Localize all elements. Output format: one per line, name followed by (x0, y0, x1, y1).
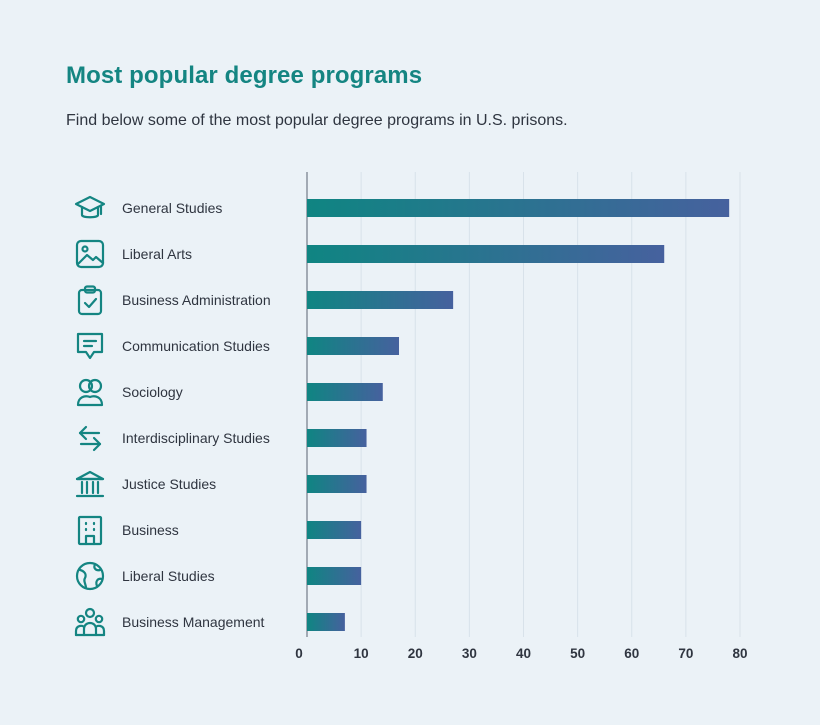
bar (307, 521, 362, 539)
bar (307, 291, 454, 309)
category-label: Business Management (122, 614, 265, 630)
courthouse-icon (75, 470, 105, 498)
x-tick-label: 40 (516, 646, 531, 661)
x-tick-label: 30 (462, 646, 477, 661)
bar (307, 567, 362, 585)
chart-title: Most popular degree programs (66, 62, 423, 89)
x-tick-label: 50 (570, 646, 585, 661)
bar (307, 245, 665, 263)
graduation-cap-icon (74, 195, 106, 219)
bar (307, 429, 367, 447)
category-label: Business (122, 522, 179, 538)
bar (307, 475, 367, 493)
x-tick-label: 10 (354, 646, 369, 661)
bar (307, 337, 400, 355)
team-icon (74, 607, 106, 637)
bars (307, 199, 730, 631)
arrows-exchange-icon (78, 425, 102, 452)
category-label: Interdisciplinary Studies (122, 430, 270, 446)
x-axis-ticks: 0 10 20 30 40 50 60 70 80 (295, 646, 747, 661)
category-label: Justice Studies (122, 476, 216, 492)
globe-icon (75, 561, 105, 591)
x-tick-label: 80 (732, 646, 747, 661)
grid-lines (306, 172, 741, 637)
category-label: Liberal Arts (122, 246, 192, 262)
clipboard-check-icon (77, 285, 103, 316)
x-tick-label: 60 (624, 646, 639, 661)
bar (307, 383, 383, 401)
x-tick-label: 70 (678, 646, 693, 661)
chart-subtitle: Find below some of the most popular degr… (66, 112, 568, 129)
category-icons (74, 195, 106, 637)
category-labels: General Studies Liberal Arts Business Admi… (122, 200, 271, 630)
category-label: Business Administration (122, 292, 271, 308)
bar (307, 613, 345, 631)
message-icon (76, 332, 104, 360)
category-label: Liberal Studies (122, 568, 215, 584)
category-label: Sociology (122, 384, 183, 400)
category-label: General Studies (122, 200, 222, 216)
category-label: Communication Studies (122, 338, 270, 354)
image-icon (75, 239, 105, 269)
bar (307, 199, 730, 217)
building-icon (77, 515, 103, 546)
users-icon (76, 378, 104, 407)
x-tick-label: 0 (295, 646, 303, 661)
x-tick-label: 20 (408, 646, 423, 661)
